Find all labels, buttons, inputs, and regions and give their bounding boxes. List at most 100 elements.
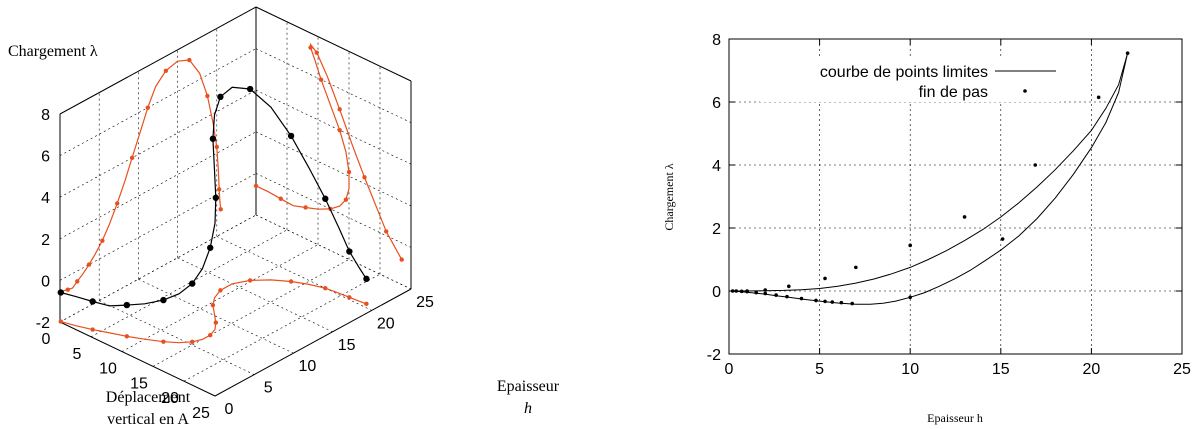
y-tick-label: 10: [299, 358, 317, 375]
wall-y-projection-point: [362, 175, 367, 180]
z-tick-label: 8: [41, 107, 50, 124]
y-axis-label-line2: h: [524, 400, 532, 417]
series-point: [745, 289, 749, 293]
wall-x-projection-point: [100, 238, 105, 243]
y-axis-label-line1: Epaisseur: [497, 378, 560, 395]
main-curve-point: [212, 194, 220, 201]
main-curve-point: [363, 275, 370, 283]
x-tick-label: 15: [130, 375, 148, 392]
y-tick-label: 2: [712, 221, 721, 238]
main-curve-point: [123, 301, 131, 309]
z-tick-label: 6: [41, 149, 50, 166]
main-curve-point: [207, 244, 214, 251]
wall-y-projection-point: [384, 229, 389, 234]
floor-projection-point: [347, 295, 352, 300]
floor-grid-line: [99, 300, 255, 375]
x-tick-label: 25: [192, 405, 210, 422]
floor-projection-point: [124, 334, 130, 339]
floor-projection-point: [90, 327, 95, 332]
y-tick-label: 5: [264, 380, 273, 397]
wall-x-projection-point: [129, 155, 135, 161]
main-curve-point: [322, 195, 329, 202]
floor-grid-line: [138, 278, 294, 354]
floor-grid-line: [90, 229, 288, 338]
wall-grid-line: [59, 173, 257, 281]
floor-projection-point: [190, 339, 195, 345]
series-point: [854, 265, 858, 270]
y-tick-label: 0: [712, 284, 721, 301]
x-tick-label: 0: [725, 361, 734, 378]
x-tick-label: 5: [815, 361, 824, 378]
floor-projection-point: [247, 278, 253, 283]
floor-grid-line: [177, 257, 333, 333]
wall-x-projection-line: [60, 59, 222, 294]
wall-x-projection-point: [65, 287, 71, 292]
wall-grid-line: [255, 48, 412, 123]
x-tick-label: 20: [1083, 361, 1101, 378]
x-axis-label-line2: vertical en A: [107, 411, 189, 428]
series-point: [1125, 51, 1130, 55]
floor-grid-line: [183, 273, 381, 382]
floor-projection-point: [218, 288, 223, 293]
floor-grid-line: [152, 259, 350, 367]
wall-x-projection-point: [145, 105, 151, 110]
wall-y-projection-point: [314, 50, 319, 55]
wall-x-projection-point: [214, 144, 219, 150]
series-point: [823, 276, 827, 281]
frame-edge: [214, 288, 412, 397]
series-point: [763, 288, 768, 292]
wall-x-projection-point: [163, 68, 169, 73]
x-tick-label: 10: [901, 361, 919, 378]
floor-grid-line: [216, 236, 372, 311]
x-tick-label: 0: [42, 331, 51, 348]
x-tick-label: 20: [161, 390, 179, 407]
wall-x-projection-point: [115, 201, 120, 206]
main-curve-point: [209, 135, 217, 142]
y-tick-label: 4: [712, 158, 721, 175]
wall-grid-line: [255, 173, 412, 248]
series-point: [823, 299, 827, 304]
main-curve-point: [89, 298, 96, 305]
wall-grid-line: [59, 89, 257, 198]
y-tick-label: 8: [712, 32, 721, 49]
wall-y-projection-point: [253, 183, 259, 189]
series-point: [962, 215, 967, 219]
z-axis-label: Chargement λ: [8, 43, 98, 60]
series-point: [839, 300, 844, 305]
wall-y-projection-point: [337, 127, 342, 133]
frame-edge: [255, 6, 412, 82]
x-tick-label: 5: [73, 346, 82, 363]
legend-label-curve: courbe de points limites: [820, 64, 988, 81]
y-tick-label: 25: [416, 294, 434, 311]
wall-x-projection-point: [205, 93, 210, 99]
series-line: [728, 53, 1129, 305]
x-tick-label: 10: [99, 361, 117, 378]
x-axis-label: Epaisseur h: [927, 411, 983, 425]
wall-grid-line: [255, 131, 412, 207]
floor-projection-point: [161, 339, 166, 344]
wall-y-projection-point: [303, 205, 308, 210]
z-tick-label: 4: [41, 190, 50, 207]
series-point: [786, 284, 791, 289]
2d-series: [728, 51, 1130, 306]
plot-frame: [728, 38, 1183, 355]
series-point: [814, 298, 818, 303]
wall-grid-line: [255, 214, 412, 290]
main-curve-point: [217, 93, 224, 101]
y-tick-label: -2: [707, 347, 721, 364]
wall-x-projection-point: [187, 57, 192, 63]
series-point: [739, 289, 744, 294]
main-curve-line: [60, 86, 367, 307]
series-point: [754, 290, 758, 295]
floor-projection-point: [58, 319, 63, 324]
wall-y-projection-line: [255, 42, 403, 260]
series-point: [908, 295, 912, 300]
3d-grid: [59, 6, 412, 397]
floor-projection-point: [210, 302, 216, 308]
floor-projection-line: [60, 279, 367, 344]
wall-y-projection-point: [308, 45, 313, 50]
